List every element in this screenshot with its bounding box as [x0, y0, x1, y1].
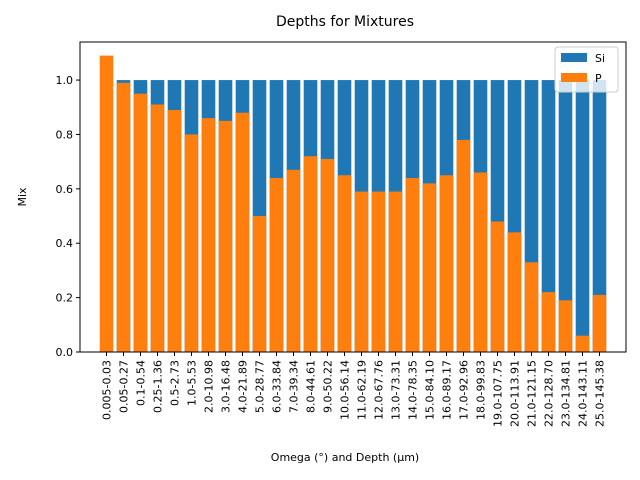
- y-tick-label: 0.6: [56, 183, 74, 196]
- chart-title: Depths for Mixtures: [276, 14, 414, 30]
- x-tick-label: 22.0-128.70: [543, 360, 556, 427]
- bar-si-27: [558, 80, 573, 352]
- bar-p-16: [371, 191, 386, 352]
- x-tick-label: 2.0-10.98: [203, 360, 216, 413]
- x-tick-label: 19.0-107.75: [492, 360, 505, 427]
- bar-si-26: [541, 80, 556, 352]
- bar-p-3: [150, 104, 165, 353]
- y-axis-label: Mix: [16, 187, 29, 207]
- x-tick-label: 15.0-84.10: [424, 360, 437, 420]
- bar-p-15: [354, 191, 369, 352]
- x-tick-label: 8.0-44.61: [305, 360, 318, 413]
- x-tick-label: 0.25-1.36: [152, 360, 165, 413]
- bar-p-21: [456, 139, 471, 352]
- bar-p-28: [575, 335, 590, 352]
- legend-swatch-si: [561, 53, 587, 62]
- plot-area: [99, 55, 607, 353]
- x-tick-label: 0.005-0.03: [101, 360, 114, 420]
- y-tick-label: 0.2: [56, 292, 74, 305]
- x-tick-label: 21.0-121.15: [526, 360, 539, 427]
- x-tick-label: 1.0-5.53: [186, 360, 199, 406]
- bar-p-25: [524, 262, 539, 352]
- bar-p-23: [490, 221, 505, 352]
- x-tick-label: 0.05-0.27: [118, 360, 131, 413]
- x-tick-label: 4.0-21.89: [237, 360, 250, 413]
- bar-si-28: [575, 80, 590, 352]
- x-tick-label: 0.5-2.73: [169, 360, 182, 406]
- bar-p-9: [252, 216, 267, 352]
- bar-p-13: [320, 158, 335, 352]
- x-tick-label: 14.0-78.35: [407, 360, 420, 420]
- x-axis-label: Omega (°) and Depth (µm): [271, 451, 419, 464]
- bar-p-4: [167, 109, 182, 352]
- bar-p-14: [337, 175, 352, 352]
- bar-p-18: [405, 177, 420, 352]
- x-axis: 0.005-0.03 0.05-0.27 0.1-0.54 0.25-1.36 0.5-…: [101, 352, 607, 427]
- x-tick-label: 6.0-33.84: [271, 360, 284, 413]
- bar-p-12: [303, 156, 318, 352]
- bar-p-6: [201, 118, 216, 352]
- x-tick-label: 0.1-0.54: [135, 360, 148, 406]
- y-tick-label: 0.0: [56, 346, 74, 359]
- x-tick-label: 10.0-56.14: [339, 360, 352, 420]
- x-tick-label: 20.0-113.91: [509, 360, 522, 427]
- y-tick-label: 0.8: [56, 128, 74, 141]
- bar-p-8: [235, 112, 250, 352]
- bar-p-24: [507, 232, 522, 352]
- y-tick-label: 1.0: [56, 74, 74, 87]
- plot-frame: [79, 41, 627, 353]
- bar-p-2: [133, 93, 148, 353]
- x-tick-label: 9.0-50.22: [322, 360, 335, 413]
- bar-p-27: [558, 300, 573, 352]
- bar-p-26: [541, 292, 556, 352]
- legend-swatch-p: [561, 73, 587, 82]
- legend-label-p: P: [595, 72, 602, 85]
- y-axis: 0.0 0.2 0.4 0.6 0.8 1.0: [56, 74, 80, 359]
- x-tick-label: 11.0-62.19: [356, 360, 369, 420]
- bar-p-0: [99, 55, 114, 352]
- y-tick-label: 0.4: [56, 237, 74, 250]
- x-tick-label: 18.0-99.83: [475, 360, 488, 420]
- bar-p-29: [592, 294, 607, 352]
- x-tick-label: 24.0-143.11: [577, 360, 590, 427]
- bar-p-17: [388, 191, 403, 352]
- bar-p-10: [269, 177, 284, 352]
- bar-p-7: [218, 120, 233, 352]
- bar-p-5: [184, 134, 199, 352]
- x-tick-label: 25.0-145.38: [594, 360, 607, 427]
- bar-p-11: [286, 169, 301, 352]
- bar-p-20: [439, 175, 454, 352]
- x-tick-label: 23.0-134.81: [560, 360, 573, 427]
- x-tick-label: 5.0-28.77: [254, 360, 267, 413]
- legend: Si P: [554, 46, 619, 93]
- bar-p-22: [473, 172, 488, 352]
- x-tick-label: 13.0-73.31: [390, 360, 403, 420]
- legend-label-si: Si: [595, 52, 605, 65]
- bar-p-19: [422, 183, 437, 352]
- x-tick-label: 7.0-39.34: [288, 360, 301, 413]
- bar-si-29: [592, 80, 607, 352]
- bar-p-1: [116, 82, 131, 352]
- x-tick-label: 3.0-16.48: [220, 360, 233, 413]
- x-tick-label: 16.0-89.17: [441, 360, 454, 420]
- x-tick-label: 17.0-92.96: [458, 360, 471, 420]
- x-tick-label: 12.0-67.76: [373, 360, 386, 420]
